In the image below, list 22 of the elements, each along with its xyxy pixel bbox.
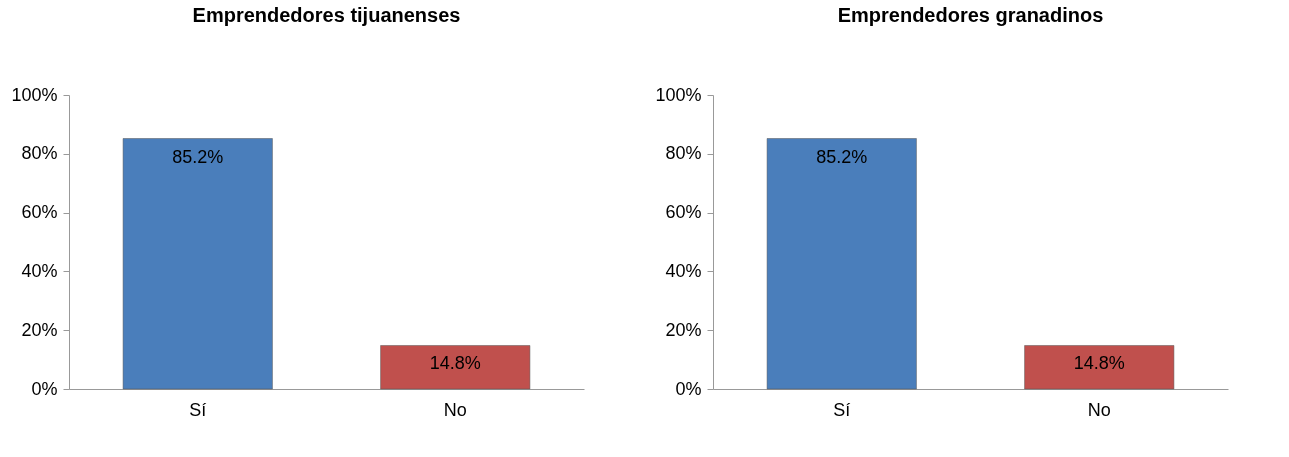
y-tick-label: 60% bbox=[665, 202, 702, 223]
y-tick-label: 100% bbox=[11, 84, 58, 105]
x-tick-label: Sí bbox=[833, 399, 851, 420]
data-label: 14.8% bbox=[429, 353, 481, 374]
data-label: 14.8% bbox=[1073, 353, 1125, 374]
x-tick-label: No bbox=[1087, 399, 1111, 420]
y-tick-label: 60% bbox=[21, 202, 58, 223]
y-tick-label: 0% bbox=[675, 378, 702, 399]
y-tick-label: 80% bbox=[665, 143, 702, 164]
chart-title: Emprendedores tijuanenses bbox=[192, 4, 461, 26]
y-tick-label: 40% bbox=[665, 260, 702, 281]
x-tick-label: Sí bbox=[189, 399, 207, 420]
chart-title: Emprendedores granadinos bbox=[837, 4, 1104, 26]
y-tick-label: 0% bbox=[31, 378, 58, 399]
data-label: 85.2% bbox=[816, 146, 868, 167]
data-label: 85.2% bbox=[172, 146, 224, 167]
y-tick-label: 20% bbox=[21, 319, 58, 340]
y-tick-label: 20% bbox=[665, 319, 702, 340]
x-tick-label: No bbox=[443, 399, 467, 420]
y-tick-label: 40% bbox=[21, 260, 58, 281]
y-tick-label: 80% bbox=[21, 143, 58, 164]
y-tick-label: 100% bbox=[655, 84, 702, 105]
